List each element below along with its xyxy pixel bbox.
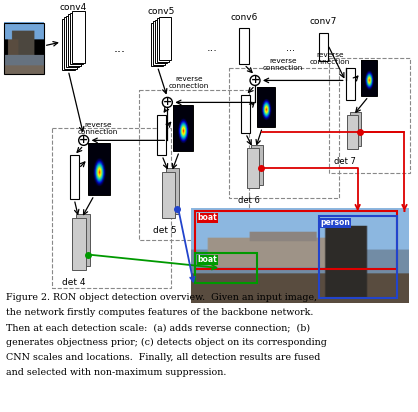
Bar (346, 68, 354, 101)
Text: +: + (250, 75, 260, 85)
Bar (158, 115, 166, 155)
Bar (155, 19, 167, 63)
Text: ...: ... (286, 44, 296, 54)
Text: person: person (321, 218, 351, 227)
Text: conv4: conv4 (60, 2, 87, 12)
Text: conv6: conv6 (230, 12, 258, 21)
Bar (158, 18, 169, 62)
Bar (319, 33, 328, 61)
Circle shape (162, 97, 172, 108)
Text: reverse
connection: reverse connection (169, 76, 209, 89)
Bar (70, 12, 83, 64)
Bar (162, 172, 175, 218)
Text: generates objectness prior; (c) detects object on its corresponding: generates objectness prior; (c) detects … (6, 338, 327, 347)
Bar (319, 216, 397, 298)
Text: +: + (163, 97, 172, 108)
Text: CNN scales and locations.  Finally, all detection results are fused: CNN scales and locations. Finally, all d… (6, 353, 320, 362)
Bar (329, 59, 410, 173)
Bar (195, 253, 257, 283)
Text: reverse
connection: reverse connection (77, 122, 118, 135)
Text: det 6: det 6 (238, 196, 260, 205)
Text: reverse
connection: reverse connection (263, 58, 303, 71)
Bar (350, 112, 361, 146)
Text: the network firstly computes features of the backbone network.: the network firstly computes features of… (6, 308, 313, 317)
Bar (153, 21, 166, 65)
Text: objectness: objectness (111, 152, 116, 186)
Text: det 7: det 7 (334, 157, 356, 166)
Bar (72, 11, 85, 63)
Circle shape (79, 136, 89, 145)
Text: ...: ... (207, 44, 218, 54)
Bar (151, 23, 163, 66)
Text: +: + (79, 136, 88, 145)
Bar (62, 19, 75, 70)
Bar (166, 169, 179, 214)
Bar (76, 214, 89, 266)
Bar (241, 96, 250, 133)
Bar (52, 129, 171, 288)
Bar (250, 145, 263, 185)
Text: Figure 2. RON object detection overview.  Given an input image,: Figure 2. RON object detection overview.… (6, 293, 317, 302)
Bar (173, 105, 193, 151)
Circle shape (250, 75, 260, 85)
Text: and selected with non-maximum suppression.: and selected with non-maximum suppressio… (6, 368, 227, 377)
Bar (347, 115, 358, 149)
Bar (229, 68, 339, 198)
Text: boat: boat (197, 213, 217, 222)
Bar (4, 23, 44, 75)
Bar (140, 90, 249, 240)
Text: conv7: conv7 (310, 17, 337, 26)
Bar (195, 211, 397, 269)
Text: conv5: conv5 (148, 7, 175, 16)
Bar (70, 155, 79, 199)
Text: objectness: objectness (276, 91, 281, 124)
Text: ...: ... (114, 42, 125, 55)
Text: det 4: det 4 (62, 278, 85, 287)
Bar (88, 143, 110, 195)
Text: det 5: det 5 (153, 226, 176, 235)
Text: objectness: objectness (378, 61, 383, 95)
Bar (68, 14, 81, 66)
Bar (72, 218, 86, 270)
Bar (247, 148, 259, 188)
Bar (66, 16, 79, 68)
Text: objectness: objectness (195, 111, 200, 145)
Text: Then at each detection scale:  (a) adds reverse connection;  (b): Then at each detection scale: (a) adds r… (6, 323, 310, 332)
Text: boat: boat (197, 255, 217, 264)
Bar (361, 61, 377, 96)
Bar (159, 16, 171, 61)
Bar (239, 28, 249, 64)
Bar (257, 87, 275, 127)
Text: reverse
connection: reverse connection (310, 52, 350, 65)
Bar (64, 17, 77, 69)
